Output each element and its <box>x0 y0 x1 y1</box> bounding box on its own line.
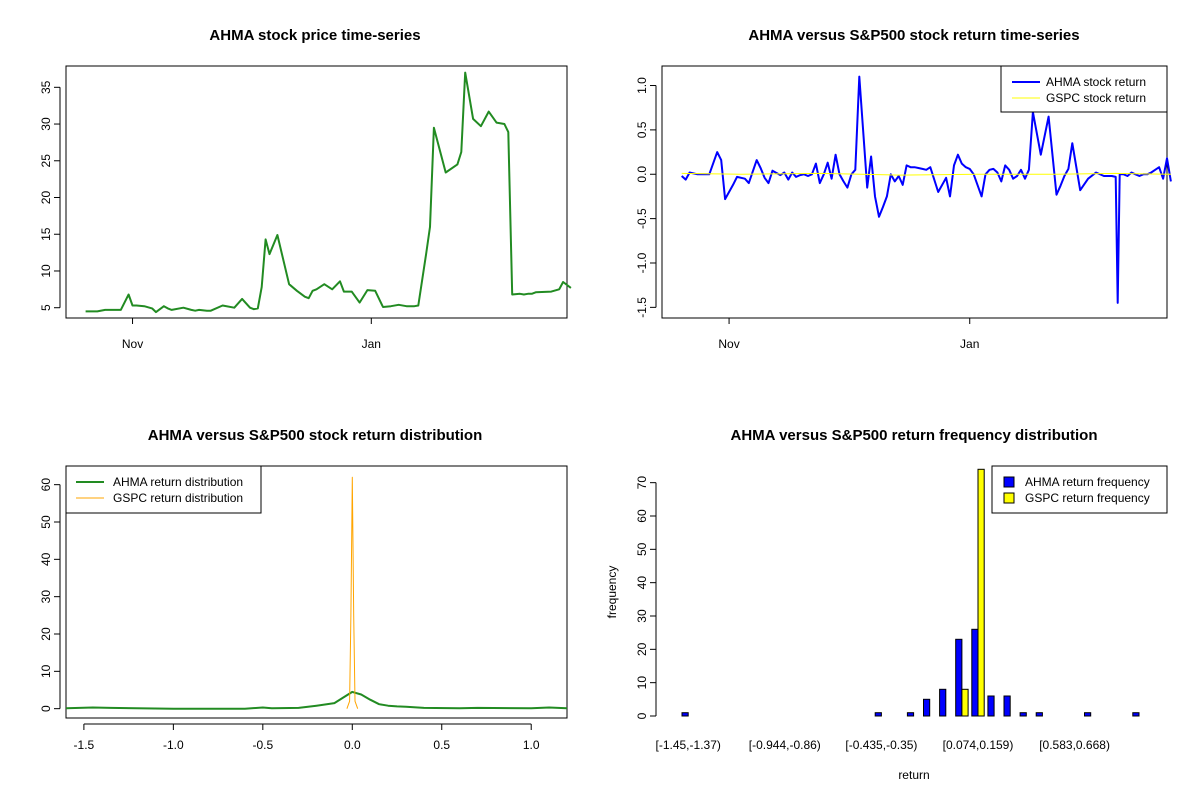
density-x-tick-label: -0.5 <box>252 738 273 752</box>
legend-swatch-gspc-frequency <box>1003 492 1015 504</box>
frequency-x-tick-label: [-1.45,-1.37) <box>656 738 721 752</box>
legend-label-ahma-distribution: AHMA return distribution <box>113 475 243 489</box>
histogram-bar <box>961 688 969 717</box>
return-y-tick-label: 1.0 <box>635 77 649 94</box>
histogram-bar <box>681 712 689 717</box>
return-y-tick-label: 0.0 <box>635 166 649 183</box>
density-x-tick-label: -1.5 <box>74 738 95 752</box>
price-y-tick-label: 30 <box>39 117 53 131</box>
density-y-tick-label: 40 <box>39 552 53 566</box>
frequency-y-tick-label: 20 <box>635 642 649 656</box>
price-y-tick-label: 10 <box>39 264 53 278</box>
return-frequency-legend: AHMA return frequency GSPC return freque… <box>991 465 1168 514</box>
legend-label-gspc-frequency: GSPC return frequency <box>1025 491 1150 505</box>
histogram-bar <box>1019 712 1027 717</box>
return-y-tick-label: -1.5 <box>635 297 649 318</box>
density-y-tick-label: 50 <box>39 515 53 529</box>
price-y-tick-label: 25 <box>39 154 53 168</box>
return-timeseries-title: AHMA versus S&P500 stock return time-ser… <box>748 27 1079 44</box>
histogram-bar <box>1035 712 1043 717</box>
histogram-bar <box>955 638 963 717</box>
frequency-y-tick-label: 0 <box>635 712 649 719</box>
return-frequency-ylabel: frequency <box>605 566 619 619</box>
return-timeseries-plot-frame <box>661 65 1168 319</box>
histogram-bar <box>1084 712 1092 717</box>
frequency-y-tick-label: 60 <box>635 509 649 523</box>
return-x-tick-label: Nov <box>718 337 739 351</box>
density-x-tick-label: 0.5 <box>433 738 450 752</box>
histogram-bar <box>1003 695 1011 717</box>
return-timeseries-panel: AHMA versus S&P500 stock return time-ser… <box>635 27 1172 351</box>
return-distribution-title: AHMA versus S&P500 stock return distribu… <box>148 427 483 444</box>
return-y-tick-label: 0.5 <box>635 121 649 138</box>
density-y-tick-label: 0 <box>39 705 53 712</box>
histogram-bar <box>977 468 985 717</box>
density-y-tick-label: 10 <box>39 664 53 678</box>
legend-label-gspc-return: GSPC stock return <box>1046 91 1146 105</box>
return-frequency-panel: AHMA versus S&P500 return frequency dist… <box>605 427 1168 782</box>
price-y-tick-label: 5 <box>39 304 53 311</box>
density-series-gspc <box>346 476 359 709</box>
density-y-tick-label: 30 <box>39 590 53 604</box>
frequency-y-tick-label: 10 <box>635 676 649 690</box>
price-x-tick-label: Jan <box>362 337 381 351</box>
frequency-x-tick-label: [0.074,0.159) <box>943 738 1014 752</box>
histogram-bar <box>874 712 882 717</box>
return-series-gspc <box>681 172 1171 176</box>
density-y-tick-label: 60 <box>39 478 53 492</box>
return-distribution-legend: AHMA return distribution GSPC return dis… <box>65 465 262 514</box>
price-series-ahma <box>85 71 572 314</box>
return-y-tick-label: -1.0 <box>635 252 649 273</box>
return-timeseries-legend: AHMA stock return GSPC stock return <box>1000 65 1168 113</box>
price-plot-frame <box>65 65 568 319</box>
frequency-x-tick-label: [-0.944,-0.86) <box>749 738 821 752</box>
histogram-bar <box>987 695 995 717</box>
frequency-y-tick-label: 50 <box>635 542 649 556</box>
density-x-tick-label: 0.0 <box>344 738 361 752</box>
price-x-tick-label: Nov <box>122 337 143 351</box>
price-y-tick-label: 20 <box>39 191 53 205</box>
histogram-bar <box>1132 712 1140 717</box>
legend-label-ahma-frequency: AHMA return frequency <box>1025 475 1150 489</box>
price-title: AHMA stock price time-series <box>209 27 420 44</box>
density-series-ahma <box>65 690 568 710</box>
histogram-bar <box>971 628 979 717</box>
histogram-bar <box>939 688 947 717</box>
price-panel: AHMA stock price time-series 5 10 15 20 25 30… <box>39 27 572 351</box>
legend-swatch-ahma-frequency <box>1003 476 1015 488</box>
return-distribution-panel: AHMA versus S&P500 stock return distribu… <box>39 427 568 752</box>
legend-label-gspc-distribution: GSPC return distribution <box>113 491 243 505</box>
histogram-bar <box>906 712 915 717</box>
frequency-x-tick-label: [-0.435,-0.35) <box>845 738 917 752</box>
legend-label-ahma-return: AHMA stock return <box>1046 75 1146 89</box>
frequency-y-tick-label: 30 <box>635 609 649 623</box>
density-x-tick-label: 1.0 <box>523 738 540 752</box>
return-distribution-plot-frame <box>65 465 568 719</box>
density-x-tick-label: -1.0 <box>163 738 184 752</box>
return-frequency-title: AHMA versus S&P500 return frequency dist… <box>730 427 1097 444</box>
frequency-y-tick-label: 70 <box>635 476 649 490</box>
histogram-bar <box>923 698 931 717</box>
price-y-tick-label: 15 <box>39 227 53 241</box>
density-y-tick-label: 20 <box>39 627 53 641</box>
return-x-tick-label: Jan <box>960 337 979 351</box>
return-frequency-xlabel: return <box>898 768 929 782</box>
frequency-y-tick-label: 40 <box>635 576 649 590</box>
frequency-x-tick-label: [0.583,0.668) <box>1039 738 1110 752</box>
price-y-tick-label: 35 <box>39 80 53 94</box>
return-y-tick-label: -0.5 <box>635 208 649 229</box>
